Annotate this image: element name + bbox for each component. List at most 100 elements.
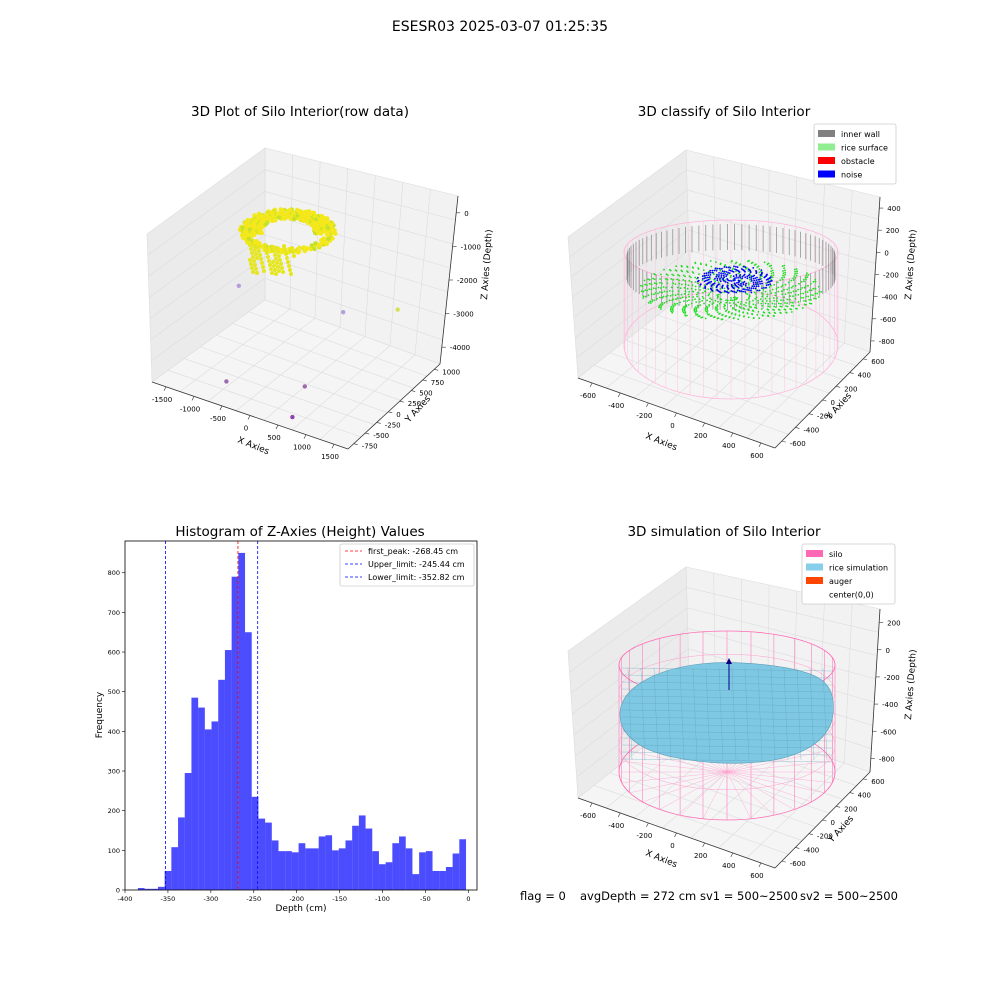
noise-point [758,289,761,292]
histogram-bar [392,843,400,890]
raw-point [252,244,256,248]
rice-surface-point [651,300,654,303]
classify-plot-grid-line [634,307,742,399]
histogram-legend-label: first_peak: -268.45 cm [368,547,458,556]
rice-surface-point [725,310,727,312]
simulation-plot-z-tick-label: -200 [884,674,900,682]
rice-surface-point [746,293,749,295]
raw-point [272,264,276,268]
classify-plot-grid-line [569,169,687,258]
rice-surface-point [794,273,796,275]
silo-floor-spoke [642,771,728,803]
rice-surface-point [747,283,750,286]
rice-surface-point [806,291,809,293]
rice-simulation-grid [679,667,685,761]
raw-point [322,219,327,224]
rice-surface-point [800,296,802,299]
noise-point [727,266,730,269]
classify-plot-grid-line [673,302,857,366]
rice-surface-point [756,266,759,268]
histogram-bar [144,888,152,890]
rice-surface-point [650,288,653,291]
rice-surface-point [803,300,805,302]
rice-surface-point [803,280,805,283]
rice-surface-point [686,265,688,268]
rice-surface-point [725,299,727,302]
noise-point [757,285,760,288]
noise-point [760,280,763,283]
rice-surface-point [730,312,733,315]
histogram-bar [332,850,339,890]
rice-surface-point [759,298,762,300]
rice-surface-point [671,273,674,276]
rice-surface-point [718,302,721,305]
rice-surface-point [735,261,738,264]
classify-plot-ticks: -600-400-2000200400600-600-400-200020040… [580,205,901,460]
noise-point [757,281,759,283]
rice-surface-point [661,303,664,306]
rice-surface-point [653,293,655,296]
rice-surface-point [661,282,663,285]
rice-surface-point [738,314,741,317]
noise-point [765,279,768,281]
histogram-bar [305,848,312,890]
noise-point [704,285,707,288]
classify-plot-x-tick-mark [730,432,734,438]
raw-plot-z-tick-label: -4000 [450,344,470,352]
noise-point [742,283,745,286]
footer-avg-depth: avgDepth = 272 cm [580,889,696,903]
noise-point [738,289,741,292]
rice-surface-point [755,293,757,295]
raw-point [319,222,325,228]
rice-surface-point [777,302,780,305]
noise-point [741,275,744,278]
raw-plot-grid-line [248,311,427,377]
rice-surface-point [694,276,697,279]
rice-surface-point [781,276,783,279]
rice-surface-point [670,278,673,280]
rice-surface-point [710,265,713,268]
rice-surface-point [763,261,766,264]
classify-plot-grid-line [686,169,879,220]
noise-point [729,279,731,282]
rice-surface-point [679,287,682,290]
raw-plot-x-tick-mark [219,405,223,411]
raw-point [325,225,331,231]
rice-surface-point [719,288,722,290]
silo-floor-spoke [726,771,812,803]
rice-surface-point [682,307,684,309]
rice-surface-point [738,310,741,313]
noise-point [751,285,754,288]
simulation-plot-legend-swatch [806,577,823,584]
rice-surface-point [761,315,764,317]
rice-surface-point [715,309,718,312]
noise-point [766,281,769,284]
simulation-plot-x-tick-label: -600 [580,812,596,820]
rice-surface-point [790,286,793,289]
simulation-plot-y-tick-label: 600 [871,778,884,786]
raw-point [253,225,258,230]
rice-surface-point [734,296,736,299]
noise-point [720,272,722,275]
rice-surface-point [792,295,794,298]
noise-point [738,271,741,273]
rice-surface-point [671,293,674,296]
rice-simulation-grid [621,681,833,686]
rice-surface-point [708,304,711,306]
rice-surface-point [682,279,685,281]
rice-surface-point [771,288,774,291]
rice-surface-point [780,299,782,302]
rice-surface-point [709,315,712,317]
noise-point [752,287,755,290]
rice-surface-point [745,301,747,304]
histogram-bar [245,632,252,890]
rice-surface-point [658,305,661,307]
rice-surface-point [748,259,750,262]
noise-point [756,276,758,279]
noise-point [768,281,770,283]
rice-surface-point [693,310,696,313]
rice-surface-point [680,283,683,286]
rice-surface-point [670,286,673,289]
raw-plot-x-tick-label: -1500 [152,396,172,404]
noise-point [701,275,704,278]
